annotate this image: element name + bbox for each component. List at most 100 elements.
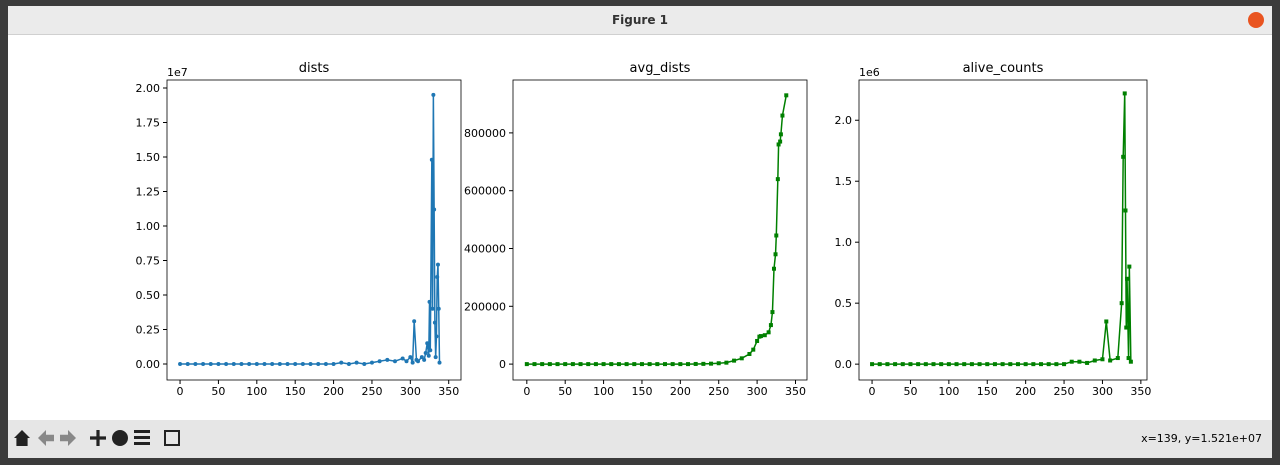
x-tick-label: 350	[1130, 385, 1151, 398]
data-marker	[293, 361, 298, 366]
status-text: x=139, y=1.521e+07	[1141, 432, 1262, 445]
data-marker	[362, 361, 367, 366]
x-tick-label: 0	[523, 385, 530, 398]
x-tick-label: 0	[869, 385, 876, 398]
data-marker	[270, 361, 275, 366]
data-marker	[436, 306, 441, 311]
data-marker	[430, 306, 435, 311]
zoom-button[interactable]	[112, 430, 128, 446]
data-marker	[247, 361, 252, 366]
data-marker	[354, 360, 359, 365]
data-line	[526, 95, 788, 365]
data-marker	[693, 361, 698, 366]
data-marker	[755, 338, 760, 343]
data-marker	[639, 362, 644, 367]
back-button[interactable]	[38, 430, 54, 446]
data-marker	[616, 362, 621, 367]
y-tick-label: 2.0	[835, 114, 853, 127]
y-tick-label: 0.00	[136, 358, 161, 371]
data-marker	[563, 362, 568, 367]
data-marker	[431, 92, 436, 97]
data-marker	[216, 361, 221, 366]
pan-button[interactable]	[90, 430, 106, 446]
x-tick-label: 50	[558, 385, 572, 398]
data-marker	[776, 142, 781, 147]
data-marker	[193, 361, 198, 366]
data-marker	[773, 252, 778, 257]
data-marker	[429, 157, 434, 162]
data-marker	[419, 355, 424, 360]
y-tick-label: 1.5	[835, 175, 853, 188]
data-marker	[1054, 362, 1059, 367]
data-marker	[1100, 357, 1105, 362]
y-tick-label: 2.00	[136, 82, 161, 95]
data-marker	[931, 362, 936, 367]
home-button[interactable]	[14, 430, 30, 446]
data-marker	[426, 353, 431, 358]
x-tick-label: 150	[285, 385, 306, 398]
data-marker	[1119, 301, 1124, 306]
data-marker	[992, 362, 997, 367]
data-marker	[747, 351, 752, 356]
data-marker	[977, 362, 982, 367]
x-tick-label: 250	[361, 385, 382, 398]
x-tick-label: 100	[246, 385, 267, 398]
plot-frame	[858, 79, 1148, 381]
data-marker	[939, 362, 944, 367]
data-marker	[778, 139, 783, 144]
data-marker	[185, 361, 190, 366]
data-marker	[709, 361, 714, 366]
figure-window: Figure 1 dists 1e7 0 50 100 150 200 250 300 350 0.…	[8, 6, 1272, 458]
data-marker	[751, 347, 756, 352]
x-tick-label: 250	[708, 385, 729, 398]
save-button[interactable]	[164, 430, 180, 446]
data-marker	[739, 356, 744, 361]
data-marker	[954, 362, 959, 367]
close-button[interactable]	[1248, 12, 1264, 28]
forward-button[interactable]	[60, 430, 76, 446]
data-marker	[437, 360, 442, 365]
data-marker	[1008, 362, 1013, 367]
x-tick-label: 250	[1054, 385, 1075, 398]
data-marker	[670, 362, 675, 367]
data-marker	[540, 362, 545, 367]
data-marker	[428, 348, 433, 353]
data-marker	[346, 361, 351, 366]
x-tick-label: 300	[1092, 385, 1113, 398]
data-marker	[224, 361, 229, 366]
data-marker	[323, 361, 328, 366]
data-marker	[624, 362, 629, 367]
y-tick-label: 0.50	[136, 289, 161, 302]
data-marker	[1015, 362, 1020, 367]
data-marker	[716, 361, 721, 366]
y-tick-label: 1.00	[136, 220, 161, 233]
data-marker	[1127, 264, 1132, 269]
data-marker	[885, 362, 890, 367]
data-marker	[377, 359, 382, 364]
data-marker	[1122, 91, 1127, 96]
configure-button[interactable]	[134, 430, 150, 446]
plot-frame	[512, 79, 808, 381]
data-marker	[908, 362, 913, 367]
data-marker	[762, 333, 767, 338]
data-marker	[586, 362, 591, 367]
data-marker	[201, 361, 206, 366]
data-marker	[555, 362, 560, 367]
data-marker	[1092, 358, 1097, 363]
data-marker	[231, 361, 236, 366]
toolbar: x=139, y=1.521e+07	[8, 420, 1272, 458]
data-marker	[1125, 276, 1130, 281]
data-line	[872, 93, 1132, 365]
data-marker	[532, 362, 537, 367]
x-tick-label: 100	[938, 385, 959, 398]
data-marker	[1124, 325, 1129, 330]
data-marker	[758, 334, 763, 339]
data-marker	[392, 359, 397, 364]
y-tick-label: 1.50	[136, 151, 161, 164]
data-marker	[404, 359, 409, 364]
data-marker	[408, 355, 413, 360]
data-marker	[416, 359, 421, 364]
data-marker	[655, 362, 660, 367]
y-tick-label: 1.25	[136, 185, 161, 198]
